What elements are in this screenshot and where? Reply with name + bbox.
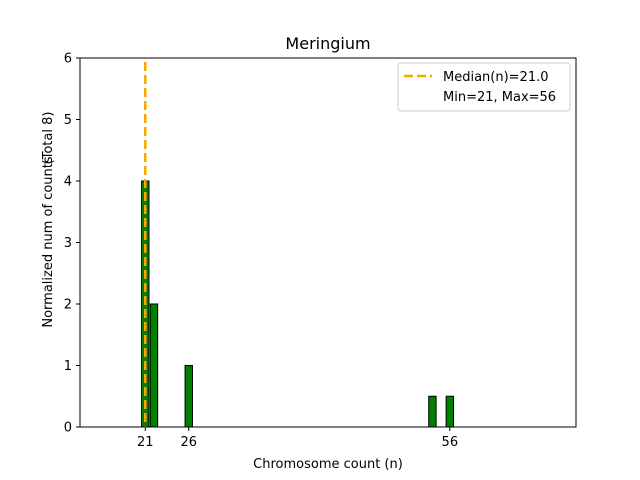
x-axis: 21 26 56 <box>137 427 458 450</box>
bar-54-3 <box>428 395 437 428</box>
x-tick-label-56: 56 <box>442 435 459 450</box>
y-tick-label-2: 2 <box>64 298 72 313</box>
bar-26-2 <box>184 365 193 428</box>
y-axis: 0 1 2 3 4 5 6 <box>64 52 80 436</box>
x-tick-label-26: 26 <box>180 435 197 450</box>
x-axis-label: Chromosome count (n) <box>253 457 403 472</box>
y-tick-label-3: 3 <box>64 236 72 251</box>
bar-22-1 <box>149 303 159 428</box>
chart-title: Meringium <box>285 34 370 53</box>
y-tick-label-6: 6 <box>64 52 72 67</box>
y-tick-label-5: 5 <box>64 113 72 128</box>
legend-box <box>397 62 571 112</box>
y-axis-label: Normalized num of counts <box>41 156 56 327</box>
y-axis-total-note: (Total 8) <box>41 112 56 165</box>
y-tick-label-1: 1 <box>64 359 72 374</box>
legend: Median(n)=21.0 Min=21, Max=56 <box>397 62 571 112</box>
bar-56-4 <box>445 395 455 428</box>
legend-range-label: Min=21, Max=56 <box>443 90 556 105</box>
x-tick-label-21: 21 <box>137 435 154 450</box>
y-tick-label-0: 0 <box>64 421 72 436</box>
legend-median-label: Median(n)=21.0 <box>443 70 549 85</box>
y-tick-label-4: 4 <box>64 175 72 190</box>
